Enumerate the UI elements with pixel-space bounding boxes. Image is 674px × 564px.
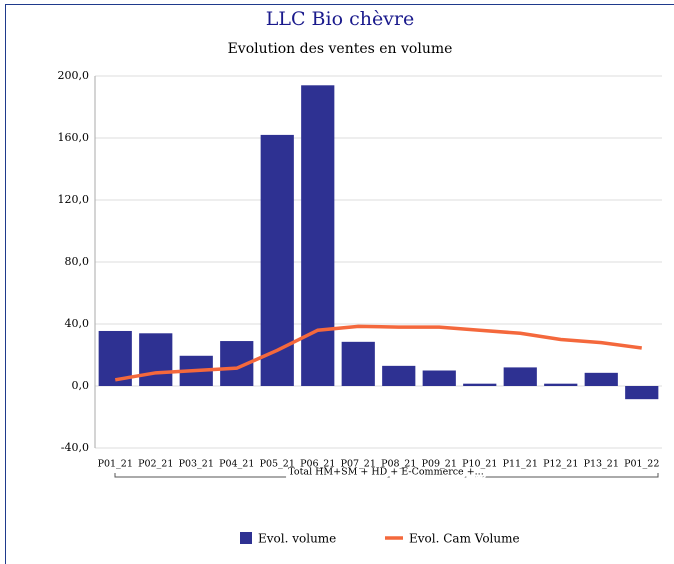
y-tick-label: 0,0 [72,379,90,392]
x-tick-label: P05_21 [260,459,295,470]
x-tick-label: P07_21 [341,459,376,470]
bar [544,383,578,386]
x-tick-label: P03_21 [179,459,214,470]
x-tick-label: P11_21 [503,459,538,470]
legend-swatch [240,532,252,544]
legend-label: Evol. volume [258,532,336,546]
legend-label: Evol. Cam Volume [409,532,520,546]
bar [341,341,375,386]
bar [382,365,416,386]
x-tick-label: P02_21 [138,459,173,470]
bar [301,85,335,387]
x-tick-label: P01_21 [98,459,133,470]
x-tick-label: P10_21 [462,459,497,470]
x-tick-label: P13_21 [584,459,619,470]
grid [95,75,662,449]
bar [260,134,294,386]
y-tick-label: 120,0 [58,193,90,206]
bar [503,367,537,386]
y-tick-label: 200,0 [58,69,90,82]
bar [139,333,173,386]
y-tick-label: 160,0 [58,131,90,144]
frame [5,4,674,564]
bar [463,383,497,386]
chart-title: LLC Bio chèvre [266,8,415,30]
bar [422,370,456,386]
group-label: Total HM+SM + HD + E-Commerce +... [288,467,483,478]
bar [584,372,618,386]
x-tick-label: P12_21 [543,459,578,470]
group-bracket [114,473,659,478]
y-tick-label: 80,0 [65,255,90,268]
x-tick-label: P04_21 [219,459,254,470]
chart-subtitle: Evolution des ventes en volume [228,41,453,57]
y-tick-label: -40,0 [61,441,89,454]
bar [625,386,659,400]
x-tick-label: P06_21 [300,459,335,470]
x-tick-label: P01_22 [624,459,659,470]
x-tick-label: P09_21 [422,459,457,470]
line [114,324,642,382]
y-tick-label: 40,0 [65,317,90,330]
x-tick-label: P08_21 [381,459,416,470]
